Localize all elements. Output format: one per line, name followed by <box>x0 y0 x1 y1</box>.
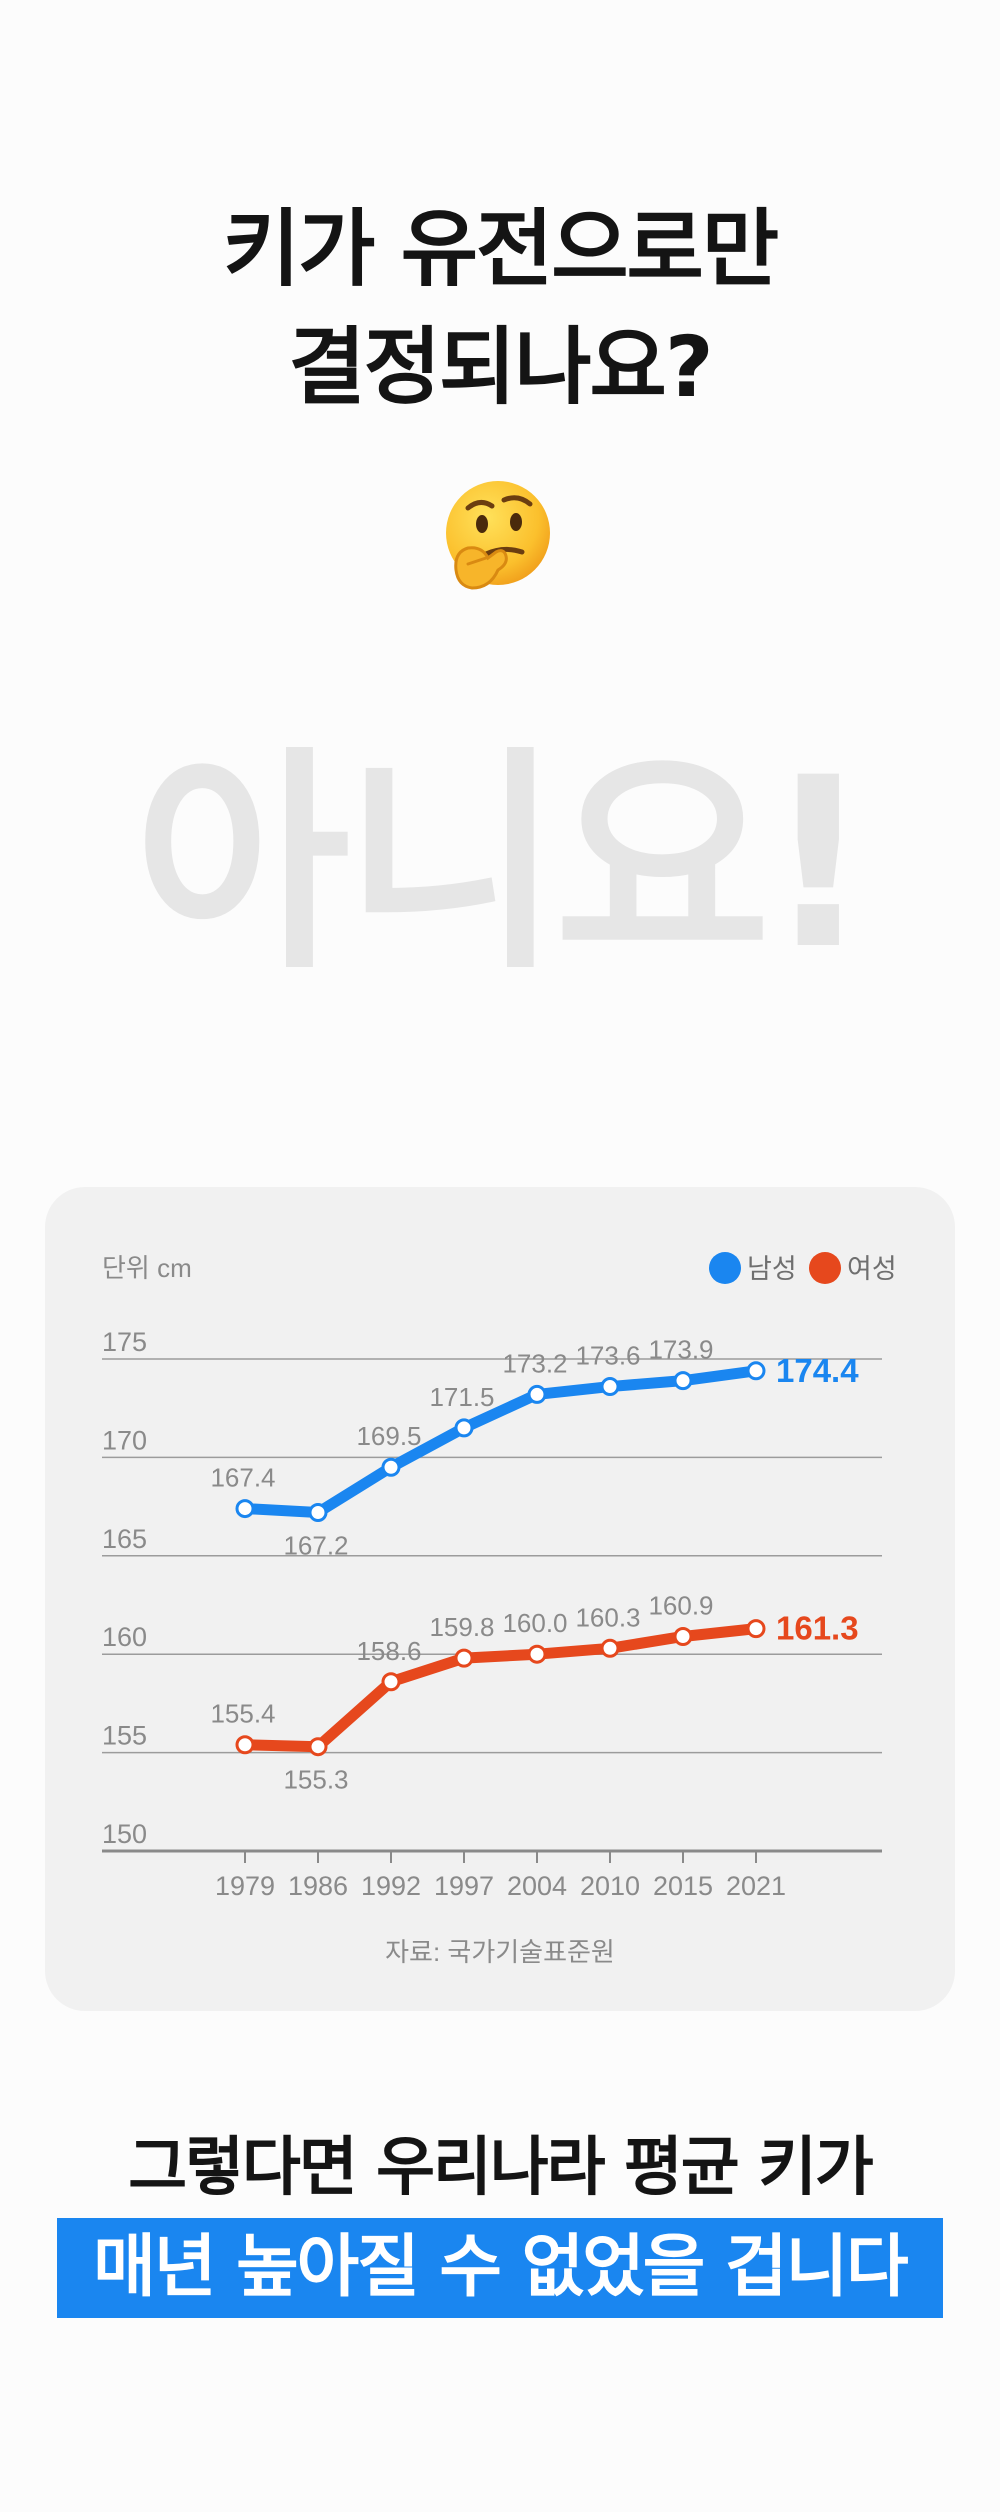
chart-card: 단위 cm 남성 여성 150 155 160 165 170 175 1979 1986 19… <box>45 1187 955 2011</box>
x-tick-label: 2004 <box>507 1871 567 1901</box>
source-note: 자료: 국가기술표준원 <box>385 1937 615 1967</box>
x-tick-label: 2015 <box>653 1871 713 1901</box>
data-label: 173.9 <box>648 1335 713 1365</box>
data-point <box>746 1361 766 1381</box>
x-axis: 1979 1986 1992 1997 2004 2010 2015 2021 <box>215 1851 786 1901</box>
legend-label: 여성 <box>847 1254 897 1284</box>
data-point <box>527 1644 547 1664</box>
data-label: 171.5 <box>429 1382 494 1412</box>
data-point <box>673 1626 693 1646</box>
data-point <box>235 1735 255 1755</box>
series-line <box>239 1365 762 1519</box>
series-layer: 167.4 167.2 169.5 171.5 173.2 173.6 173.9 174.4… <box>210 1335 859 1795</box>
data-label: 173.2 <box>502 1348 567 1378</box>
x-tick-label: 2021 <box>726 1871 786 1901</box>
data-label: 169.5 <box>356 1421 421 1451</box>
data-label: 160.0 <box>502 1608 567 1638</box>
data-point <box>600 1638 620 1658</box>
legend-marker <box>809 1252 841 1284</box>
data-label: 167.4 <box>210 1463 275 1493</box>
data-label: 161.3 <box>776 1610 859 1647</box>
thinking-face-icon <box>438 478 556 596</box>
data-label: 167.2 <box>283 1531 348 1561</box>
data-point <box>235 1499 255 1519</box>
unit-label: 단위 cm <box>102 1253 192 1283</box>
data-label: 173.6 <box>575 1341 640 1371</box>
x-tick-label: 1997 <box>434 1871 494 1901</box>
y-tick-label: 175 <box>102 1327 147 1357</box>
data-label: 155.3 <box>283 1765 348 1795</box>
data-point <box>454 1418 474 1438</box>
answer-text: 아니요! <box>134 728 872 1001</box>
data-label: 160.9 <box>648 1590 713 1620</box>
data-point <box>673 1371 693 1391</box>
data-label: 159.8 <box>429 1612 494 1642</box>
data-label: 155.4 <box>210 1699 275 1729</box>
legend-marker <box>709 1252 741 1284</box>
data-point <box>381 1457 401 1477</box>
y-tick-label: 150 <box>102 1819 147 1849</box>
data-point <box>746 1619 766 1639</box>
legend-label: 남성 <box>747 1254 797 1284</box>
data-point <box>454 1648 474 1668</box>
y-tick-label: 155 <box>102 1721 147 1751</box>
data-point <box>308 1737 328 1757</box>
legend: 남성 여성 <box>709 1252 897 1284</box>
y-tick-label: 165 <box>102 1524 147 1554</box>
headline-line-2: 결정되나요? <box>288 318 713 416</box>
data-label: 174.4 <box>776 1352 859 1389</box>
data-label: 160.3 <box>575 1602 640 1632</box>
data-point <box>600 1377 620 1397</box>
y-tick-label: 170 <box>102 1425 147 1455</box>
x-tick-label: 2010 <box>580 1871 640 1901</box>
series-line <box>239 1623 762 1753</box>
data-point <box>381 1672 401 1692</box>
data-point <box>527 1384 547 1404</box>
data-point <box>308 1503 328 1523</box>
headline-line-1: 키가 유전으로만 <box>222 200 779 298</box>
x-tick-label: 1986 <box>288 1871 348 1901</box>
y-tick-label: 160 <box>102 1622 147 1652</box>
x-tick-label: 1979 <box>215 1871 275 1901</box>
x-tick-label: 1992 <box>361 1871 421 1901</box>
bottom-line-1: 그렇다면 우리나라 평균 키가 <box>128 2131 873 2205</box>
bottom-highlight: 매년 높아질 수 없었을 겁니다 <box>57 2218 943 2318</box>
data-label: 158.6 <box>356 1636 421 1666</box>
